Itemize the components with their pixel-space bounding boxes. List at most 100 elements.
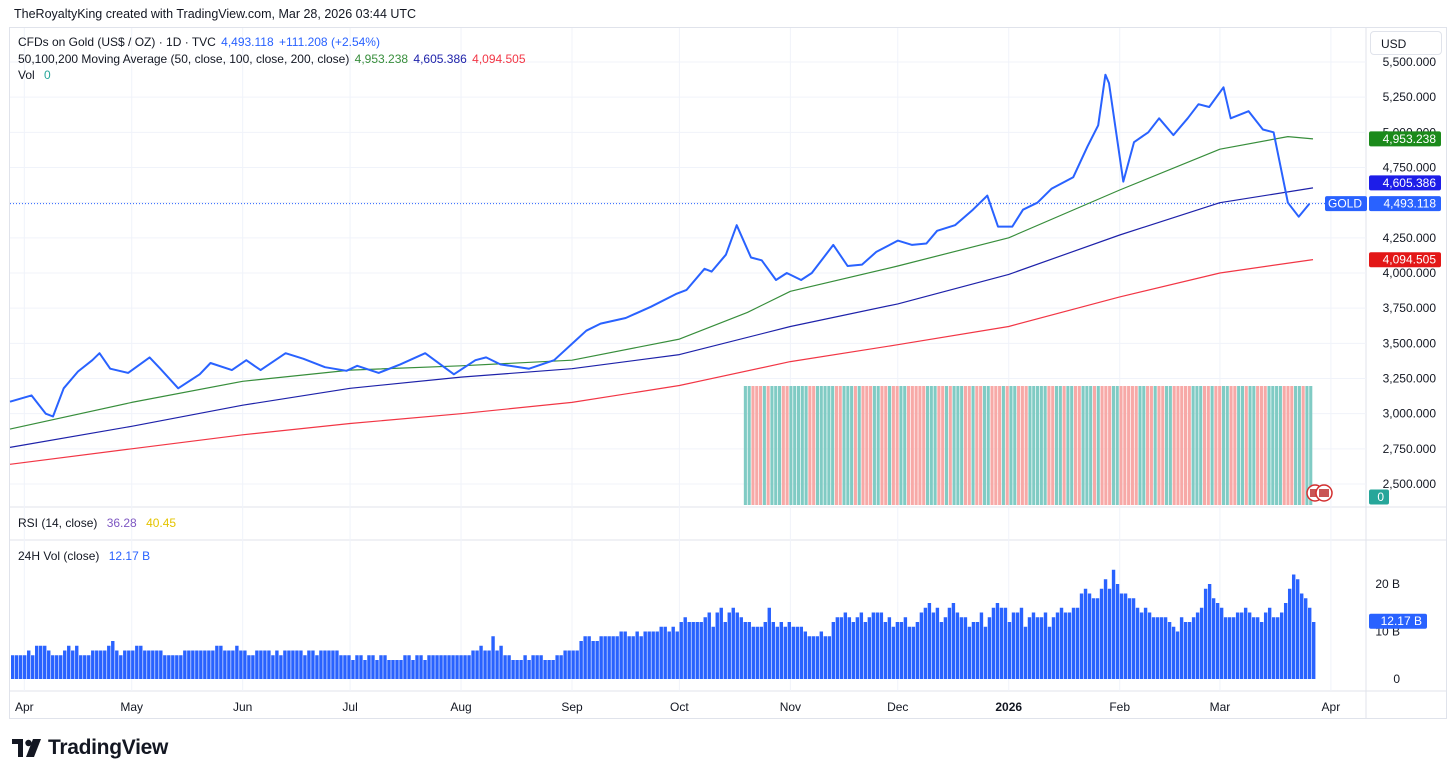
vol24-bar	[1135, 607, 1140, 679]
vol24-bar	[763, 622, 767, 679]
x-tick-label: Jun	[233, 700, 252, 714]
vol24-bar	[391, 660, 395, 679]
vol24-bar	[1139, 612, 1144, 679]
vol24-bar	[843, 612, 848, 679]
x-tick-label: Apr	[1322, 700, 1341, 714]
tag-vol-bg	[1369, 489, 1389, 505]
y-tick-label: 5,500.000	[1383, 55, 1437, 69]
vol24-bar	[535, 655, 539, 679]
vol24-bar	[1203, 588, 1208, 679]
volume-bar	[812, 386, 816, 505]
vol24-bar	[1211, 598, 1216, 679]
vol24-bar	[115, 650, 119, 679]
x-tick-label: Dec	[887, 700, 908, 714]
vol24-bar	[355, 655, 359, 679]
volume-bar	[842, 386, 846, 505]
volume-bar	[899, 386, 903, 505]
volume-bar	[1176, 386, 1180, 505]
vol24-bar	[1291, 574, 1296, 679]
volume-bar	[1081, 386, 1085, 505]
vol24-bar	[827, 636, 832, 679]
vol24-bar	[255, 650, 259, 679]
volume-bar	[880, 386, 884, 505]
volume-bar	[944, 386, 949, 505]
vol24-bar	[507, 655, 511, 679]
legend-ma-row[interactable]: 50,100,200 Moving Average (50, close, 10…	[18, 52, 528, 66]
volume-bar	[781, 386, 785, 505]
volume-bar	[831, 386, 835, 505]
vol24-bar	[879, 612, 884, 679]
vol24-bar	[1115, 584, 1120, 679]
legend-vol24-row[interactable]: 24H Vol (close) 12.17 B	[18, 549, 152, 563]
currency-button[interactable]: USD	[1370, 31, 1442, 55]
tag-ma50-bg	[1369, 131, 1441, 147]
vol24-bar	[311, 650, 315, 679]
vol24-bars-layer	[11, 569, 1316, 679]
legend-vol-row[interactable]: Vol 0	[18, 68, 53, 82]
volume-bar	[1153, 386, 1157, 505]
chart-frame[interactable]	[9, 27, 1447, 719]
vol24-bar	[223, 650, 227, 679]
volume-bar	[1263, 386, 1267, 505]
vol24-bar	[1283, 603, 1288, 679]
vol24-bar	[435, 655, 439, 679]
volume-bar	[1180, 386, 1184, 505]
vol24-bar	[335, 650, 339, 679]
volume-bar	[1005, 386, 1009, 505]
volume-bar	[971, 386, 975, 505]
volume-bar	[1191, 386, 1195, 505]
vol24-bar	[1095, 598, 1100, 679]
vol24-bar	[539, 655, 543, 679]
vol24-bar	[1011, 612, 1016, 679]
volume-bar	[774, 386, 778, 505]
volume-bar	[876, 386, 880, 505]
vol24-bar	[415, 655, 419, 679]
legend-rsi-row[interactable]: RSI (14, close) 36.28 40.45	[18, 516, 178, 530]
tag-ma100-bg	[1369, 175, 1441, 191]
vol24-bar	[299, 650, 303, 679]
volume-bar	[903, 386, 907, 505]
vol24-bar	[15, 655, 19, 679]
tag-gold: 4,493.118	[1384, 197, 1437, 211]
vol24-bar	[1235, 612, 1240, 679]
ma-line-ma50	[9, 136, 1314, 430]
volume-bar	[994, 386, 998, 505]
volume-bar	[1070, 386, 1074, 505]
vol24-bar	[1239, 612, 1244, 679]
volume-bar	[1225, 386, 1229, 505]
tradingview-logo[interactable]: TradingView	[12, 736, 168, 760]
vol24-bar	[1271, 617, 1276, 679]
vol24-bar	[487, 650, 491, 679]
volume-bar	[1119, 386, 1123, 505]
volume-bar	[815, 386, 820, 505]
vol24-bar	[863, 622, 868, 679]
volume-bar	[793, 386, 797, 505]
volume-bar	[1085, 386, 1089, 505]
vol24-bar	[87, 655, 91, 679]
vol24-bar	[1103, 579, 1108, 679]
vol24-bar	[1247, 612, 1252, 679]
volume-bar	[1020, 386, 1024, 505]
vol24-bar	[1015, 612, 1020, 679]
vol24-bar	[403, 655, 407, 679]
vol24-bar	[455, 655, 459, 679]
volume-bar	[884, 386, 888, 505]
volume-bar	[1146, 386, 1150, 505]
vol24-bar	[567, 650, 571, 679]
volume-bar	[1278, 386, 1282, 505]
vol24-bar	[431, 655, 435, 679]
vol24-bar	[731, 607, 735, 679]
volume-bar	[770, 386, 774, 505]
y-tick-label: 3,250.000	[1383, 372, 1437, 386]
vol24-bar	[383, 655, 387, 679]
vol24-bar	[95, 650, 99, 679]
volume-bar	[838, 386, 842, 505]
vol24-bar	[127, 650, 131, 679]
vol24-bar	[947, 607, 952, 679]
legend-symbol-row[interactable]: CFDs on Gold (US$ / OZ) · 1D · TVC 4,493…	[18, 35, 382, 49]
volume-bar	[1115, 386, 1119, 505]
vol24-bar	[1159, 617, 1164, 679]
y-tick-label: 5,250.000	[1383, 90, 1437, 104]
vol24-bar	[1119, 593, 1124, 679]
